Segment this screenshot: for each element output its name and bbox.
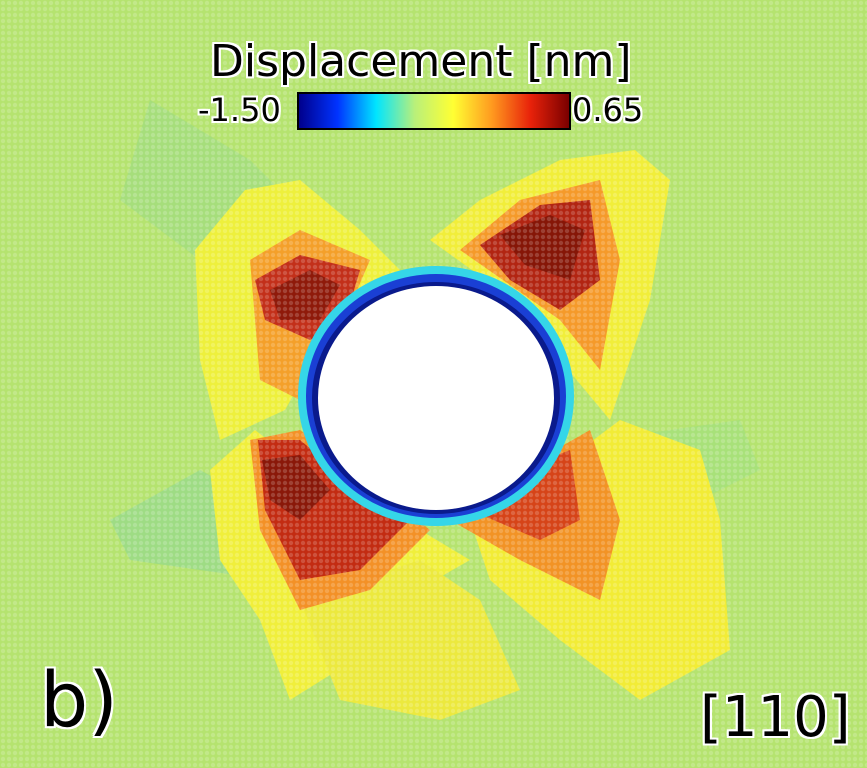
colorbar xyxy=(297,92,571,130)
colorbar-title: Displacement [nm] xyxy=(210,36,632,87)
colorbar-max-label: 0.65 xyxy=(572,91,644,129)
void-hole xyxy=(318,286,554,510)
panel-label: b) xyxy=(40,655,118,744)
colorbar-min-label: -1.50 xyxy=(198,91,281,129)
crystal-direction-label: [110] xyxy=(700,685,851,750)
